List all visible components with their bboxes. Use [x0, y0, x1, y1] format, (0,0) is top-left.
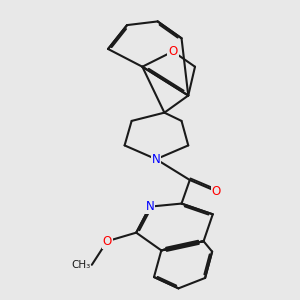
Text: O: O	[212, 185, 221, 198]
Text: O: O	[103, 235, 112, 248]
Text: CH₃: CH₃	[71, 260, 90, 270]
Text: N: N	[152, 153, 161, 166]
Text: O: O	[168, 45, 178, 58]
Text: N: N	[146, 200, 154, 213]
